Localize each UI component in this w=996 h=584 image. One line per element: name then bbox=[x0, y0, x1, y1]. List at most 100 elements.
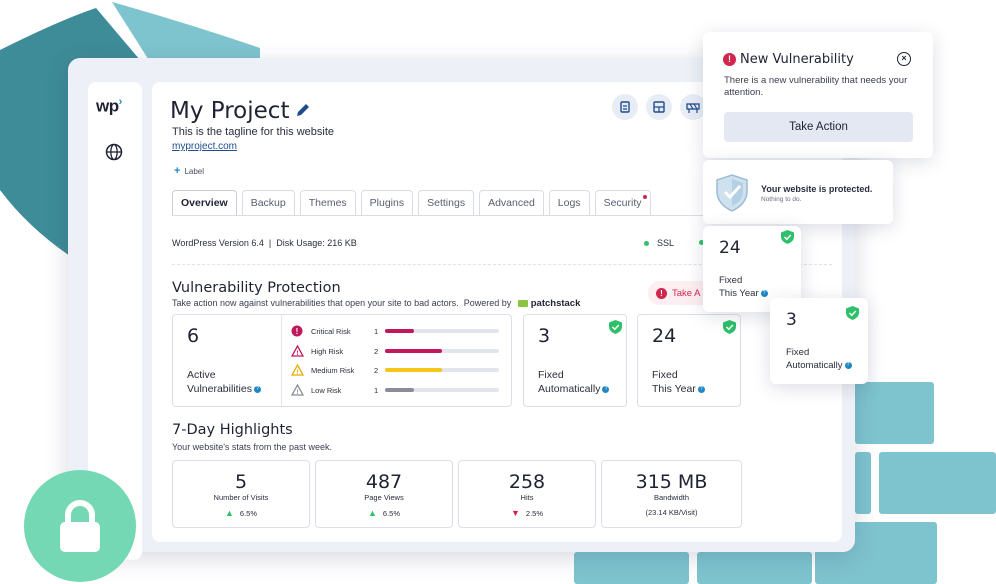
divider bbox=[172, 264, 832, 265]
fixed-auto-label: Fixed Automatically? bbox=[538, 368, 610, 396]
tab-divider bbox=[172, 215, 842, 216]
help-icon[interactable]: ? bbox=[602, 385, 610, 393]
lock-icon bbox=[60, 500, 100, 552]
ssl-status: SSL bbox=[644, 238, 674, 248]
background-brick bbox=[574, 552, 689, 584]
tab-logs[interactable]: Logs bbox=[548, 190, 590, 215]
medium-risk-icon: ! bbox=[291, 364, 304, 376]
trend-up-icon: ▲ bbox=[367, 508, 377, 518]
highlight-card-hits: 258 Hits ▼ 2.5% bbox=[458, 460, 596, 528]
fixed-automatically-card: 3 Fixed Automatically? bbox=[523, 314, 627, 407]
tab-settings[interactable]: Settings bbox=[418, 190, 475, 215]
tab-overview[interactable]: Overview bbox=[172, 190, 237, 215]
header-action-button[interactable] bbox=[680, 94, 706, 120]
project-url-link[interactable]: myproject.com bbox=[172, 141, 238, 152]
low-risk-icon: ! bbox=[291, 384, 304, 396]
patchstack-logo: patchstack bbox=[514, 298, 580, 309]
tab-themes[interactable]: Themes bbox=[299, 190, 356, 215]
shield-check-icon bbox=[716, 174, 748, 212]
risk-bar bbox=[385, 329, 499, 333]
layout-icon bbox=[653, 101, 665, 113]
project-tagline: This is the tagline for this website bbox=[172, 126, 335, 138]
shield-check-icon bbox=[846, 306, 859, 320]
highlights-subtitle: Your website's stats from the past week. bbox=[172, 442, 332, 452]
help-icon[interactable]: ? bbox=[844, 361, 852, 369]
active-count: 6 bbox=[187, 325, 200, 347]
highlight-card-visits: 5 Number of Visits ▲ 6.5% bbox=[172, 460, 310, 528]
ssl-status-dot bbox=[644, 241, 649, 247]
dashboard-window: wp› My Project This is the tagline for t… bbox=[68, 58, 855, 560]
site-info: WordPress Version 6.4 | Disk Usage: 216 … bbox=[172, 238, 357, 248]
tab-advanced[interactable]: Advanced bbox=[479, 190, 544, 215]
tab-security[interactable]: Security bbox=[594, 190, 651, 215]
tab-bar: Overview Backup Themes Plugins Settings … bbox=[172, 190, 651, 216]
highlights-title: 7-Day Highlights bbox=[172, 422, 293, 438]
alert-icon: ! bbox=[723, 53, 736, 66]
background-brick bbox=[697, 552, 812, 584]
shield-check-icon bbox=[609, 320, 622, 334]
security-alert-dot bbox=[642, 195, 647, 199]
floating-fixed-auto-card: 3 Fixed Automatically? bbox=[770, 298, 868, 384]
floating-value: 3 bbox=[786, 310, 797, 330]
notification-message: There is a new vulnerability that needs … bbox=[724, 75, 908, 98]
svg-text:!: ! bbox=[296, 350, 298, 357]
risk-row: ! Medium Risk 2 bbox=[291, 363, 499, 377]
close-icon[interactable]: × bbox=[897, 52, 911, 66]
risk-bar bbox=[385, 388, 499, 392]
vulnerability-subtitle: Take action now against vulnerabilities … bbox=[172, 298, 581, 309]
lock-badge bbox=[24, 470, 136, 582]
shield-check-icon bbox=[723, 320, 736, 334]
risk-row: ! High Risk 2 bbox=[291, 344, 499, 358]
trend-down-icon: ▼ bbox=[510, 508, 520, 518]
take-action-button[interactable]: Take Action bbox=[724, 112, 913, 142]
new-vulnerability-notification: ! New Vulnerability × There is a new vul… bbox=[703, 32, 933, 158]
shield-check-icon bbox=[781, 230, 794, 244]
edit-pencil-icon[interactable] bbox=[295, 102, 311, 118]
header-action-button[interactable] bbox=[612, 94, 638, 120]
status-dot bbox=[699, 240, 704, 245]
project-title: My Project bbox=[170, 98, 290, 124]
highlight-card-page-views: 487 Page Views ▲ 6.5% bbox=[315, 460, 453, 528]
vulnerability-title: Vulnerability Protection bbox=[172, 280, 341, 296]
fixed-year-label: Fixed This Year? bbox=[652, 368, 705, 396]
floating-label: Fixed This Year? bbox=[719, 274, 768, 300]
active-vulnerabilities-card: 6 Active Vulnerabilities? ! Critical Risk… bbox=[172, 314, 512, 407]
protected-subtitle: Nothing to do. bbox=[761, 196, 802, 203]
take-action-pill[interactable]: ! Take A bbox=[648, 281, 708, 305]
svg-text:!: ! bbox=[296, 327, 299, 336]
fixed-auto-count: 3 bbox=[538, 325, 551, 347]
svg-text:!: ! bbox=[296, 389, 298, 396]
sync-icon bbox=[620, 101, 630, 113]
barrier-icon bbox=[686, 103, 700, 113]
project-panel: My Project This is the tagline for this … bbox=[152, 82, 842, 542]
tab-plugins[interactable]: Plugins bbox=[360, 190, 414, 215]
high-risk-icon: ! bbox=[291, 345, 304, 357]
add-label-button[interactable]: + Label bbox=[174, 165, 205, 177]
svg-text:!: ! bbox=[296, 369, 298, 376]
fixed-this-year-card: 24 Fixed This Year? bbox=[637, 314, 741, 407]
background-brick bbox=[879, 452, 996, 514]
floating-value: 24 bbox=[719, 238, 741, 258]
floating-fixed-year-card: 24 Fixed This Year? bbox=[703, 226, 801, 312]
risk-bar bbox=[385, 349, 499, 353]
wp-logo[interactable]: wp› bbox=[96, 96, 122, 116]
header-action-button[interactable] bbox=[646, 94, 672, 120]
fixed-year-count: 24 bbox=[652, 325, 677, 347]
tab-backup[interactable]: Backup bbox=[241, 190, 295, 215]
notification-title: New Vulnerability bbox=[740, 52, 854, 67]
globe-icon[interactable] bbox=[104, 142, 124, 162]
help-icon[interactable]: ? bbox=[253, 385, 261, 393]
protected-title: Your website is protected. bbox=[761, 184, 873, 194]
background-brick bbox=[855, 382, 934, 444]
risk-row: ! Low Risk 1 bbox=[291, 383, 499, 397]
highlight-card-bandwidth: 315 MB Bandwidth (23.14 KB/Visit) bbox=[601, 460, 742, 528]
help-icon[interactable]: ? bbox=[760, 289, 768, 297]
critical-risk-icon: ! bbox=[291, 325, 303, 337]
background-brick bbox=[855, 452, 871, 514]
risk-row: ! Critical Risk 1 bbox=[291, 324, 499, 338]
help-icon[interactable]: ? bbox=[697, 385, 705, 393]
risk-bar bbox=[385, 368, 499, 372]
active-label: Active Vulnerabilities? bbox=[187, 368, 261, 396]
floating-label: Fixed Automatically? bbox=[786, 346, 852, 372]
card-divider bbox=[281, 315, 282, 406]
